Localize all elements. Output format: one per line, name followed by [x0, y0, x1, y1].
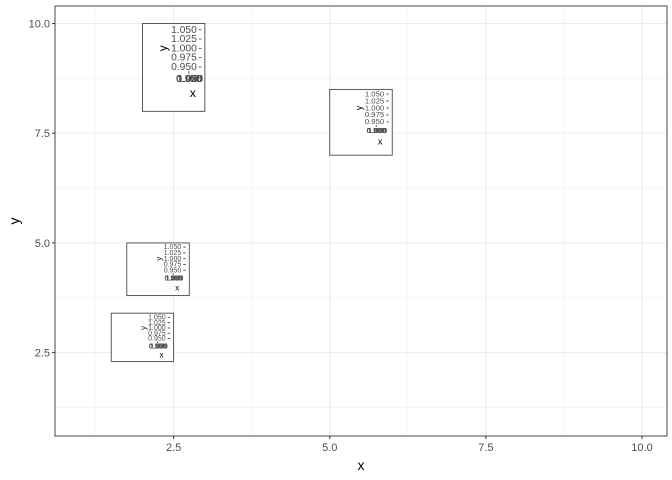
- inset-y-tick-label: 1.050: [171, 25, 197, 36]
- x-tick-label: 7.5: [478, 442, 493, 454]
- inset-x-axis-title: x: [160, 349, 165, 359]
- inset-y-axis-title: y: [156, 45, 170, 51]
- inset-plot: 1.0501.0251.0000.9750.950y0.9500.9751.00…: [142, 23, 206, 112]
- inset-x-tick-label: 1.050: [368, 126, 387, 135]
- inset-x-tick-label: 1.025: [150, 344, 168, 351]
- inset-y-tick-label: 0.950: [164, 267, 182, 274]
- inset-y-tick-label: 1.000: [171, 43, 197, 54]
- inset-y-axis-title: y: [139, 326, 148, 330]
- inset-y-tick-label: 0.975: [365, 110, 384, 119]
- inset-box: [126, 242, 190, 296]
- inset-x-tick-label: 1.050: [177, 74, 203, 85]
- inset-y-axis-title: y: [354, 105, 364, 110]
- x-axis: 2.5 5.0 7.5 10.0: [166, 436, 653, 454]
- inset-plot: 1.0501.0251.0000.9750.950y0.9500.9751.00…: [329, 88, 393, 156]
- inset-y-tick-label: 0.975: [171, 53, 197, 64]
- inset-x-tick-label: 1.000: [367, 126, 386, 135]
- inset-x-tick-label: 1.000: [165, 275, 183, 282]
- inset-x-axis-title: x: [378, 136, 383, 146]
- y-tick-label: 2.5: [35, 348, 50, 360]
- inset-x-tick-label: 1.050: [166, 275, 184, 282]
- y-tick-label: 10.0: [29, 19, 50, 31]
- inset-plot: 1.0501.0251.0000.9750.950y0.9500.9751.00…: [110, 312, 175, 362]
- inset-y-tick-label: 0.950: [148, 336, 166, 343]
- inset-y-tick-label: 0.950: [365, 117, 384, 126]
- inset-x-tick-label: 0.975: [149, 344, 167, 351]
- inset-y-tick-label: 0.975: [148, 330, 166, 337]
- y-axis: 2.5 5.0 7.5 10.0: [29, 19, 55, 360]
- inset-x-axis-title: x: [175, 283, 180, 293]
- inset-y-tick-label: 1.000: [365, 103, 384, 112]
- inset-y-tick-label: 1.025: [148, 320, 166, 327]
- inset-x-tick-label: 0.950: [164, 275, 182, 282]
- inset-x-tick-label: 1.000: [177, 74, 203, 85]
- x-axis-title: x: [358, 457, 365, 473]
- panel-border: [54, 5, 668, 437]
- y-tick-label: 7.5: [35, 128, 50, 140]
- inset-y-tick-label: 1.050: [148, 314, 166, 321]
- inset-x-tick-label: 1.025: [166, 275, 184, 282]
- inset-x-tick-label: 1.050: [150, 344, 168, 351]
- inset-x-tick-label: 0.975: [176, 74, 202, 85]
- inset-box: [110, 312, 175, 362]
- inset-x-tick-label: 0.950: [149, 344, 167, 351]
- inset-y-tick-label: 1.025: [171, 34, 197, 45]
- inset-x-tick-label: 0.950: [176, 74, 202, 85]
- inset-y-tick-label: 1.050: [164, 244, 182, 251]
- inset-x-tick-label: 0.950: [367, 126, 386, 135]
- inset-y-tick-label: 1.000: [148, 325, 166, 332]
- inset-plots: 1.0501.0251.0000.9750.950y0.9500.9751.00…: [110, 23, 393, 362]
- inset-x-tick-label: 1.025: [177, 74, 203, 85]
- y-axis-title: y: [6, 218, 22, 225]
- inset-x-tick-label: 1.025: [368, 126, 387, 135]
- x-tick-label: 2.5: [166, 442, 181, 454]
- inset-box: [142, 23, 206, 112]
- x-tick-label: 5.0: [322, 442, 337, 454]
- inset-box: [329, 88, 393, 156]
- inset-y-tick-label: 1.000: [164, 256, 182, 263]
- inset-y-tick-label: 0.950: [171, 62, 197, 73]
- inset-x-tick-label: 0.975: [367, 126, 386, 135]
- inset-x-axis-title: x: [190, 86, 197, 100]
- inset-plot: 1.0501.0251.0000.9750.950y0.9500.9751.00…: [126, 242, 190, 296]
- inset-y-tick-label: 1.025: [365, 96, 384, 105]
- inset-y-axis-title: y: [155, 257, 164, 261]
- y-tick-label: 5.0: [35, 238, 50, 250]
- inset-y-tick-label: 1.025: [164, 250, 182, 257]
- inset-y-tick-label: 1.050: [365, 89, 384, 98]
- x-tick-label: 10.0: [631, 442, 652, 454]
- inset-x-tick-label: 0.975: [165, 275, 183, 282]
- inset-x-tick-label: 1.000: [150, 344, 168, 351]
- minor-gridlines: [55, 6, 667, 436]
- inset-y-tick-label: 0.975: [164, 262, 182, 269]
